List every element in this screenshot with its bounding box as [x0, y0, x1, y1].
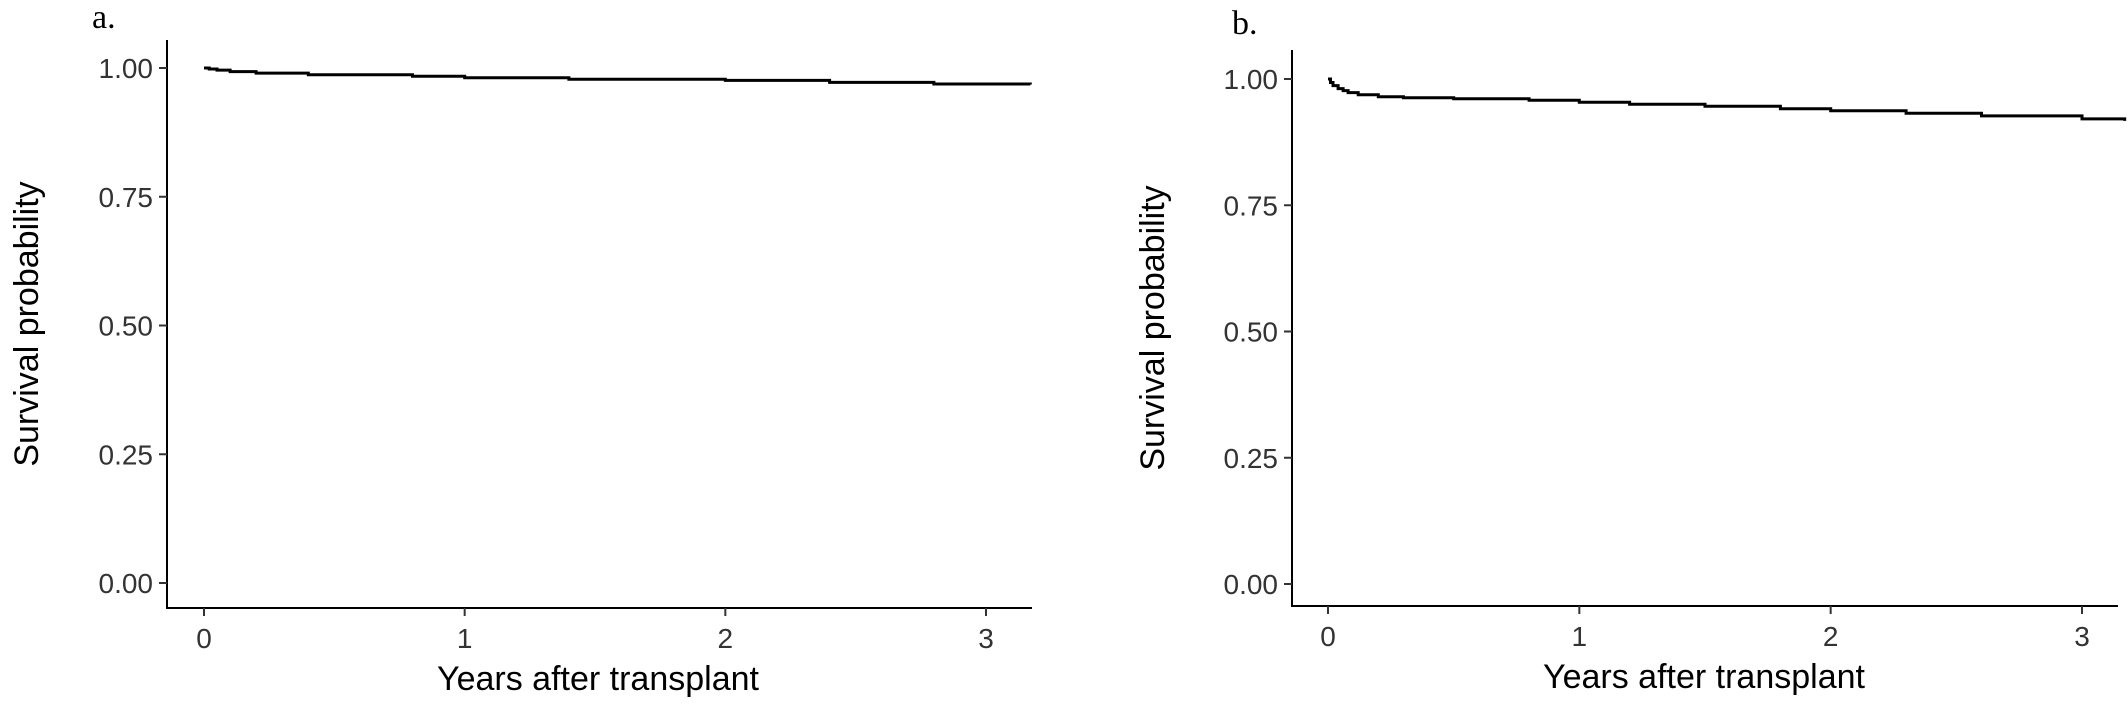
y-axis-title: Survival probability: [8, 181, 46, 466]
panel-b: b. Survival probability Years after tran…: [1134, 5, 2127, 696]
y-tick-label: 0.00: [99, 568, 154, 599]
y-axis-title: Survival probability: [1134, 185, 1172, 470]
x-tick-label: 3: [2074, 621, 2090, 652]
x-tick-label: 0: [1320, 621, 1336, 652]
x-tick-label: 3: [978, 623, 994, 654]
y-tick-label: 0.00: [1224, 569, 1279, 600]
y-tick-label: 0.25: [99, 439, 154, 470]
panel-a: a. Survival probability Years after tran…: [8, 0, 1032, 698]
y-tick-label: 0.25: [1224, 443, 1279, 474]
x-tick-label: 0: [196, 623, 212, 654]
panel-label: b.: [1232, 5, 1258, 42]
x-tick-label: 2: [1823, 621, 1839, 652]
y-tick-label: 1.00: [1224, 64, 1279, 95]
x-tick-label: 1: [457, 623, 473, 654]
x-axis-title: Years after transplant: [1543, 658, 1865, 696]
y-tick-label: 0.75: [1224, 190, 1279, 221]
y-tick-label: 0.50: [99, 311, 154, 342]
survival-curve: [204, 66, 1032, 86]
tick-group: 0.00 0.25 0.50 0.75 1.00 0 1 2 3: [1224, 64, 2090, 652]
tick-group: 0.00 0.25 0.50 0.75 1.00 0 1 2 3: [99, 53, 994, 654]
x-axis-title: Years after transplant: [437, 660, 759, 698]
x-tick-label: 2: [718, 623, 734, 654]
y-tick-label: 1.00: [99, 53, 154, 84]
y-tick-label: 0.50: [1224, 317, 1279, 348]
survival-curve: [1328, 77, 2127, 121]
panel-label: a.: [92, 0, 116, 36]
y-tick-label: 0.75: [99, 182, 154, 213]
x-tick-label: 1: [1572, 621, 1588, 652]
